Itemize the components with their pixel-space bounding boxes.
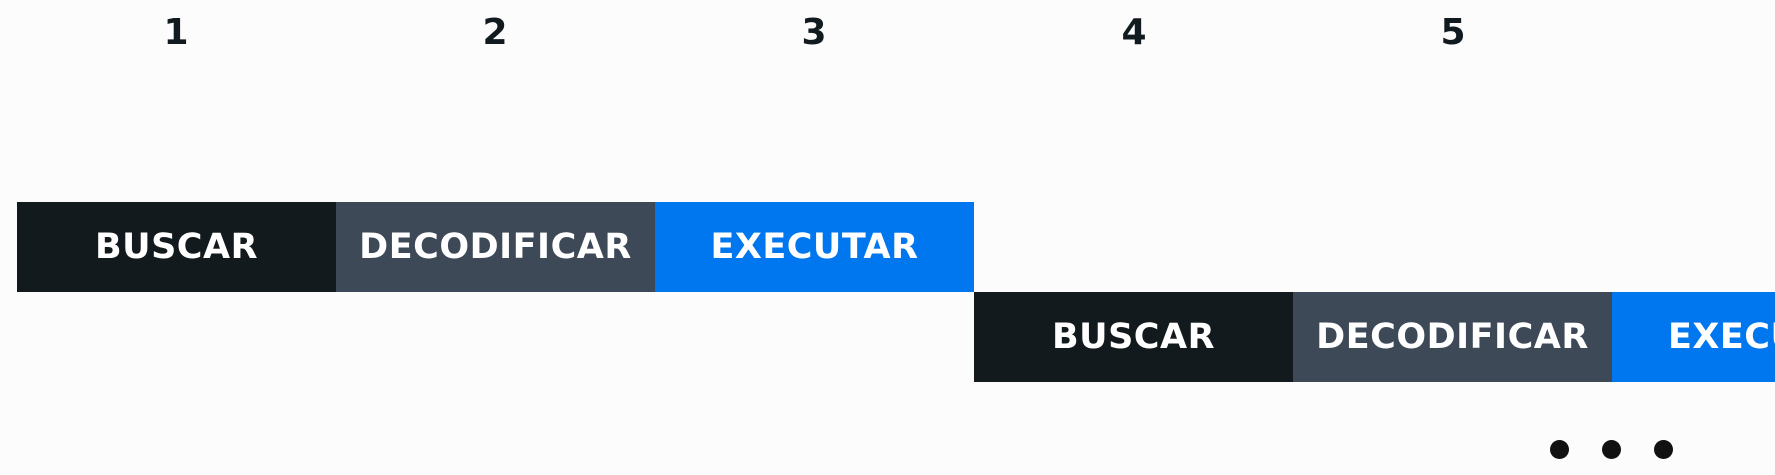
stage-label: EXECUTAR — [710, 227, 919, 267]
stage-fetch: BUSCAR — [974, 292, 1293, 382]
continuation-ellipsis — [1550, 440, 1673, 459]
ellipsis-dot — [1550, 440, 1569, 459]
ellipsis-dot — [1654, 440, 1673, 459]
stage-label: DECODIFICAR — [1316, 317, 1589, 357]
cycle-number-3: 3 — [801, 12, 827, 53]
stage-label: BUSCAR — [94, 227, 259, 267]
stage-label: DECODIFICAR — [359, 227, 632, 267]
stage-decode: DECODIFICAR — [336, 202, 655, 292]
cycle-number-2: 2 — [482, 12, 508, 53]
stage-execute: EXECUTAR — [1612, 292, 1775, 382]
stage-label: EXECUTAR — [1668, 317, 1775, 357]
stage-fetch: BUSCAR — [17, 202, 336, 292]
cycle-number-5: 5 — [1440, 12, 1466, 53]
stage-label: BUSCAR — [1051, 317, 1216, 357]
ellipsis-dot — [1602, 440, 1621, 459]
cycle-number-4: 4 — [1121, 12, 1147, 53]
stage-execute: EXECUTAR — [655, 202, 974, 292]
cycle-number-1: 1 — [163, 12, 189, 53]
stage-decode: DECODIFICAR — [1293, 292, 1612, 382]
